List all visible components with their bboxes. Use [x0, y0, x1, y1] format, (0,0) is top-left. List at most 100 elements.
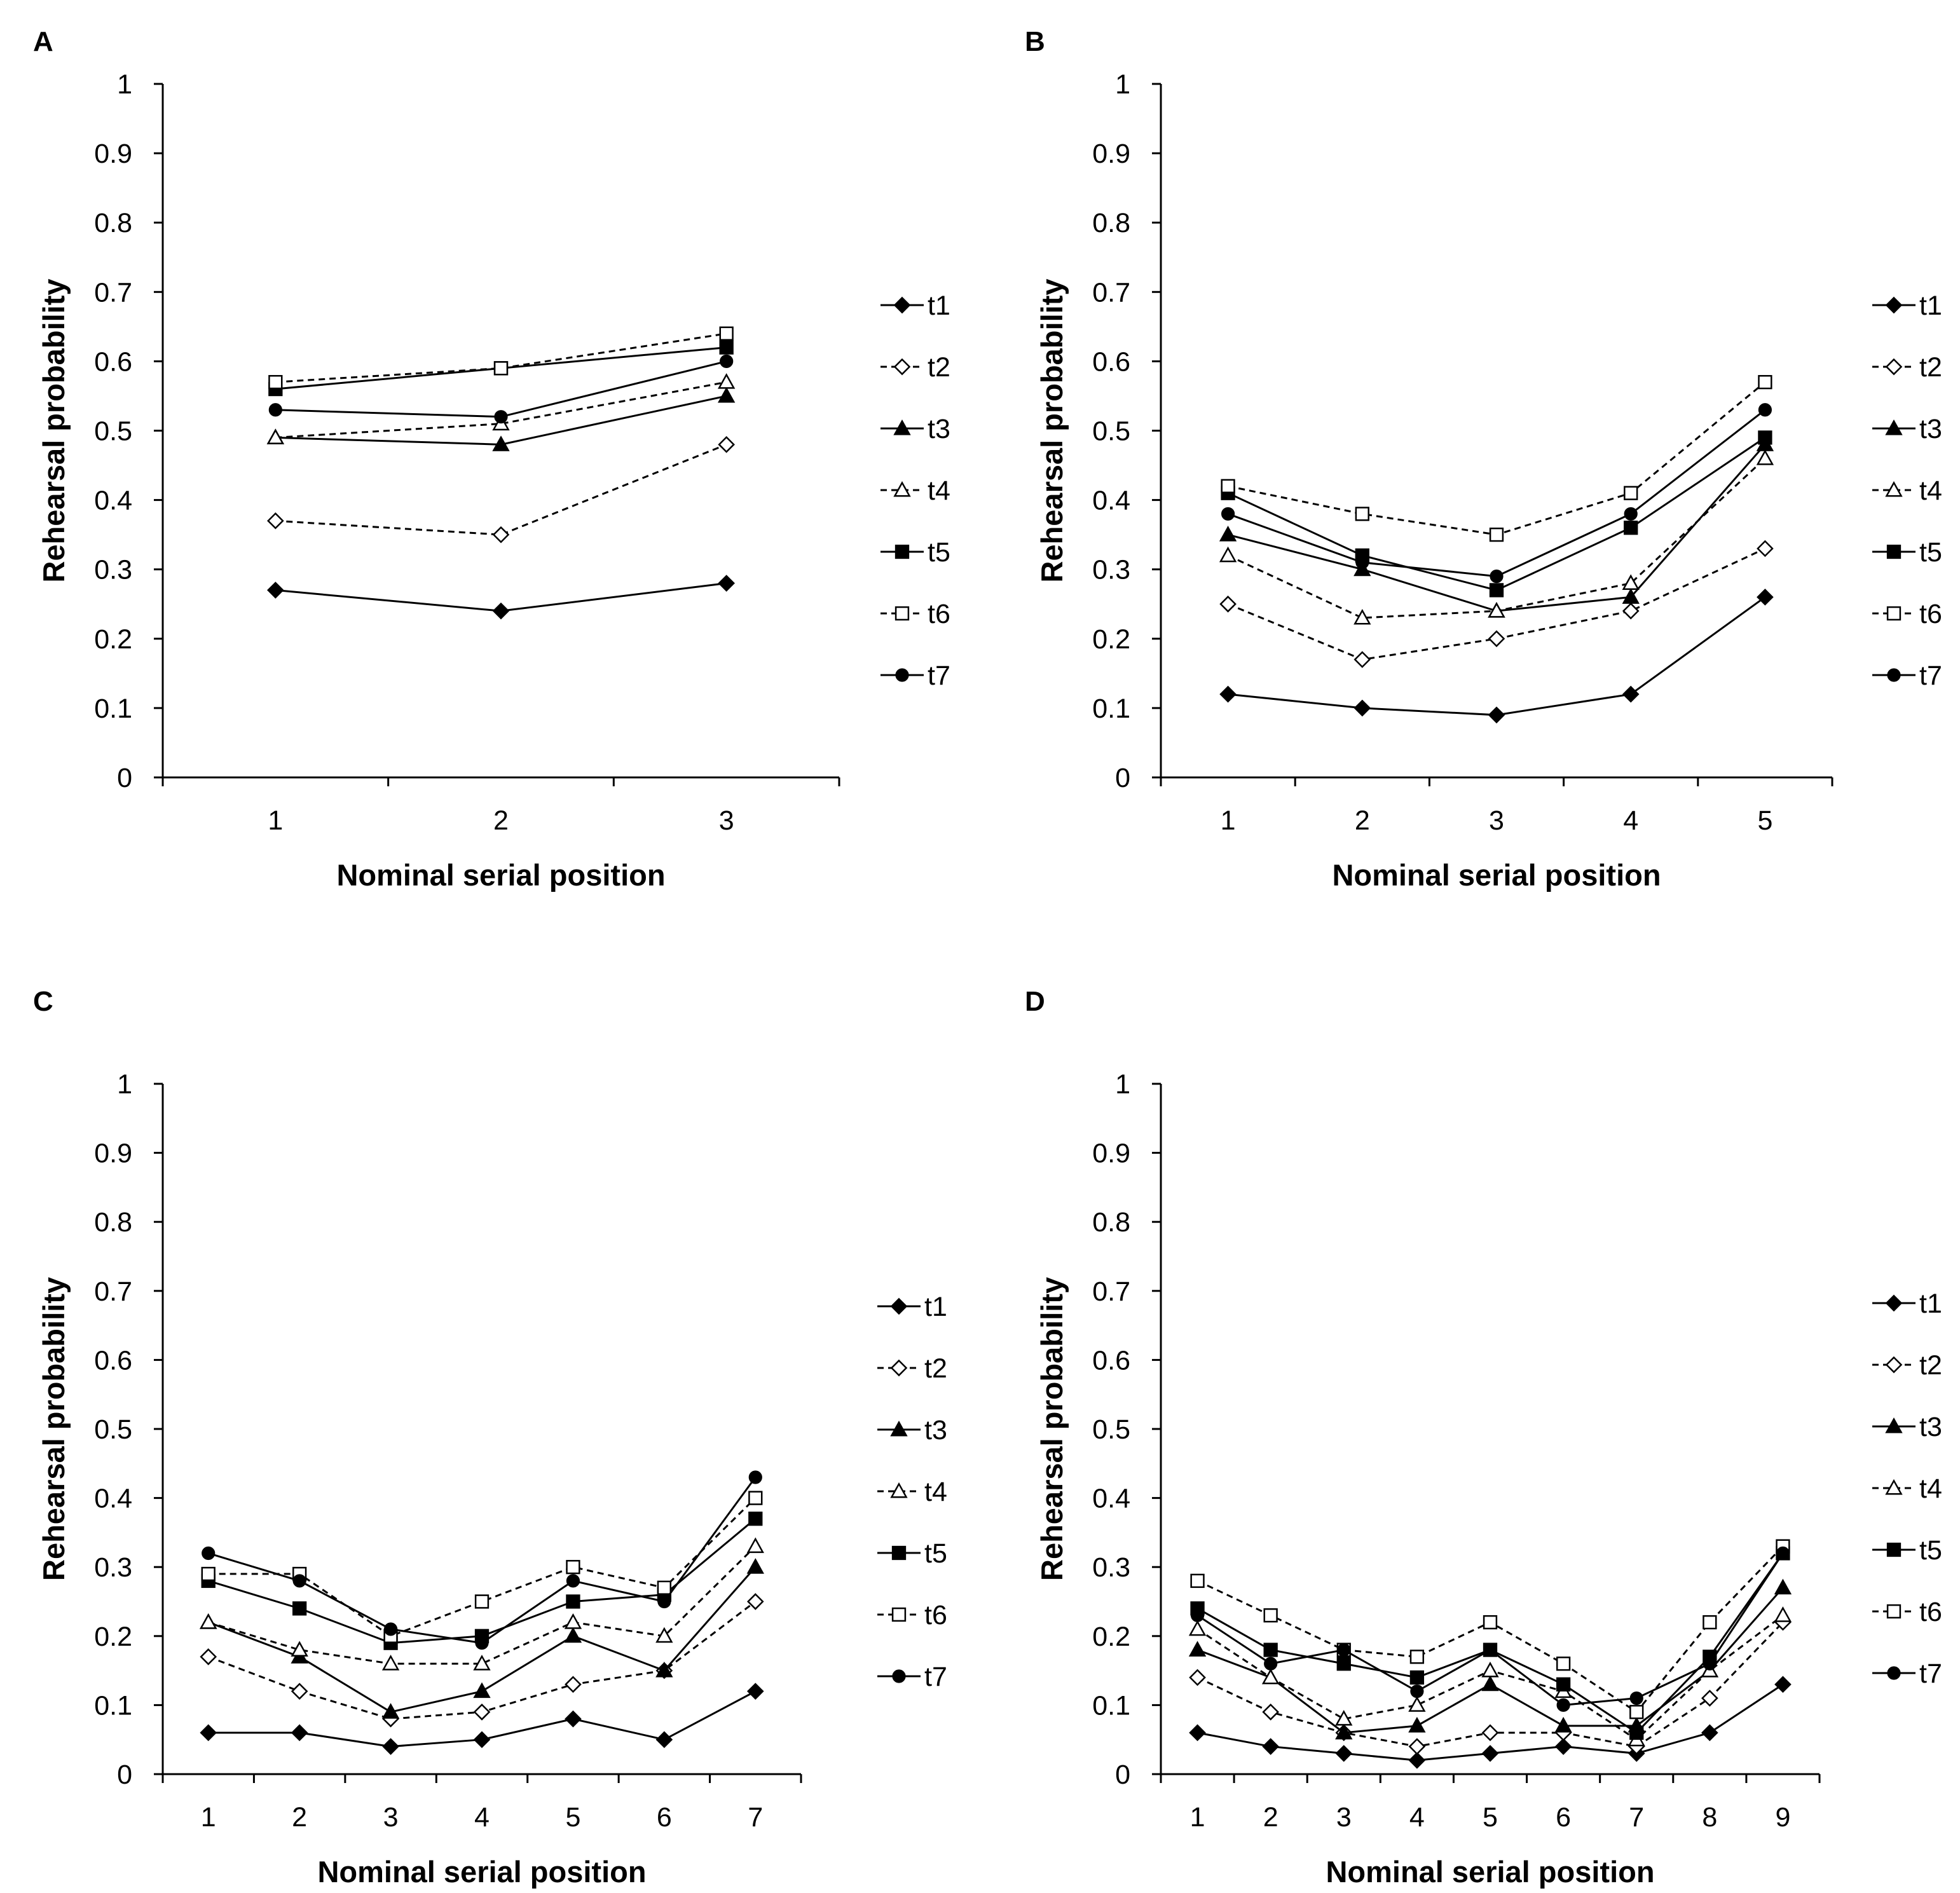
legend-label-t7: t7	[924, 1662, 947, 1692]
data-point-t3	[1622, 588, 1640, 604]
y-tick-label: 0.4	[1092, 1484, 1130, 1514]
data-point-t3	[1219, 526, 1237, 542]
legend-marker-t6	[891, 1607, 907, 1622]
data-point-t4	[1219, 546, 1237, 563]
y-tick-label: 0.9	[1092, 139, 1130, 169]
legend: t1 t2 t3 t4 t5 t6 t7	[877, 1292, 947, 1692]
data-point-t7	[292, 1574, 306, 1588]
y-tick-label: 0	[1115, 1760, 1130, 1790]
data-point-t5	[1409, 1670, 1425, 1685]
y-tick-label: 0.2	[94, 624, 132, 655]
y-tick-label: 0.8	[94, 1207, 132, 1238]
data-point-t2	[200, 1648, 217, 1665]
y-tick-label: 0.6	[94, 1345, 132, 1376]
legend-marker-t3	[1885, 419, 1903, 435]
data-point-t7	[1490, 570, 1504, 584]
legend-label-t5: t5	[924, 1538, 947, 1569]
legend-label-t4: t4	[928, 475, 950, 506]
legend-marker-t5	[1886, 1542, 1902, 1557]
data-point-t4	[1774, 1606, 1792, 1622]
legend-marker-t5	[894, 544, 910, 559]
data-point-t2	[1701, 1690, 1718, 1707]
data-point-t3	[1188, 1641, 1207, 1657]
x-tick-label: 1	[1221, 805, 1236, 836]
data-point-t4	[1756, 449, 1774, 465]
series-t5	[201, 1512, 763, 1650]
legend-label-t6: t6	[1919, 599, 1942, 629]
data-point-t2	[267, 512, 284, 530]
data-point-t6	[268, 374, 283, 390]
series-t2	[1189, 1613, 1792, 1755]
legend-marker-t4	[890, 1482, 908, 1498]
data-point-t2	[1481, 1724, 1499, 1742]
data-point-t7	[1758, 403, 1772, 417]
data-point-t1	[1622, 685, 1640, 703]
data-point-t7	[475, 1636, 489, 1650]
series-t1	[267, 575, 735, 620]
data-point-t4	[200, 1613, 217, 1629]
series-line-t7	[208, 1477, 757, 1644]
data-point-t7	[1221, 507, 1235, 521]
legend-marker-t2	[1885, 358, 1903, 376]
data-point-t4	[291, 1641, 308, 1657]
series-t4	[200, 1537, 764, 1671]
data-point-t4	[1481, 1661, 1499, 1678]
y-tick-label: 1	[1115, 69, 1130, 100]
x-tick-label: 2	[1355, 805, 1370, 836]
y-tick-label: 0.7	[1092, 1276, 1130, 1307]
series-t6	[201, 1491, 763, 1643]
data-point-t1	[1554, 1738, 1572, 1755]
data-point-t3	[1481, 1675, 1499, 1691]
data-point-t6	[1556, 1657, 1571, 1671]
y-tick-label: 0.1	[94, 1690, 132, 1721]
legend-label-t6: t6	[924, 1600, 947, 1630]
data-point-t2	[746, 1593, 764, 1610]
series-t6	[1190, 1539, 1790, 1719]
data-point-t3	[1335, 1723, 1353, 1740]
data-point-t6	[1489, 528, 1504, 542]
y-tick-label: 0.9	[94, 139, 132, 169]
data-point-t2	[718, 436, 735, 453]
data-point-t4	[473, 1655, 491, 1671]
data-point-t1	[1262, 1738, 1279, 1755]
data-point-t1	[1481, 1745, 1499, 1762]
series-t1	[1219, 589, 1774, 724]
data-point-t6	[1263, 1608, 1278, 1623]
data-point-t5	[566, 1594, 580, 1609]
y-tick-label: 0.1	[1092, 694, 1130, 724]
series-line-t5	[1227, 437, 1766, 592]
data-point-t7	[1703, 1657, 1717, 1671]
data-point-t3	[381, 1703, 400, 1719]
data-point-t4	[381, 1655, 400, 1671]
y-tick-label: 0.4	[94, 1484, 132, 1514]
data-point-t5	[1336, 1657, 1351, 1671]
data-point-t2	[1488, 630, 1505, 648]
x-tick-label: 3	[383, 1802, 399, 1833]
legend-marker-t5	[891, 1545, 907, 1561]
panel-letter: A	[33, 26, 53, 57]
panel-d: D 0 0.1 0.2 0.3 0.4 0.5 0.6 0.7 0.8 0.9 1 1 2 3 4 5 6 7 8 9 N…	[1025, 986, 1942, 1889]
y-tick-label: 0.3	[1092, 555, 1130, 585]
data-point-t2	[1262, 1703, 1279, 1721]
data-point-t1	[1757, 589, 1774, 606]
series-t4	[1219, 449, 1774, 625]
legend-label-t4: t4	[1919, 475, 1942, 506]
legend-marker-t6	[894, 606, 910, 621]
legend-marker-t1	[1885, 296, 1903, 314]
y-tick-label: 0.5	[1092, 1414, 1130, 1445]
legend-marker-t5	[1886, 544, 1902, 559]
x-tick-label: 9	[1775, 1802, 1790, 1833]
legend-label-t6: t6	[928, 599, 950, 629]
data-point-t5	[719, 340, 734, 355]
x-axis-title: Nominal serial position	[1332, 858, 1661, 892]
y-tick-label: 0.1	[94, 694, 132, 724]
series-line-t6	[1228, 381, 1766, 536]
series-t7	[1221, 403, 1772, 584]
data-point-t6	[1758, 374, 1772, 390]
data-point-t1	[565, 1710, 582, 1728]
data-point-t3	[1408, 1716, 1426, 1733]
y-tick-label: 0	[117, 1760, 132, 1790]
data-point-t1	[1353, 699, 1371, 717]
legend-marker-t3	[890, 1420, 908, 1437]
